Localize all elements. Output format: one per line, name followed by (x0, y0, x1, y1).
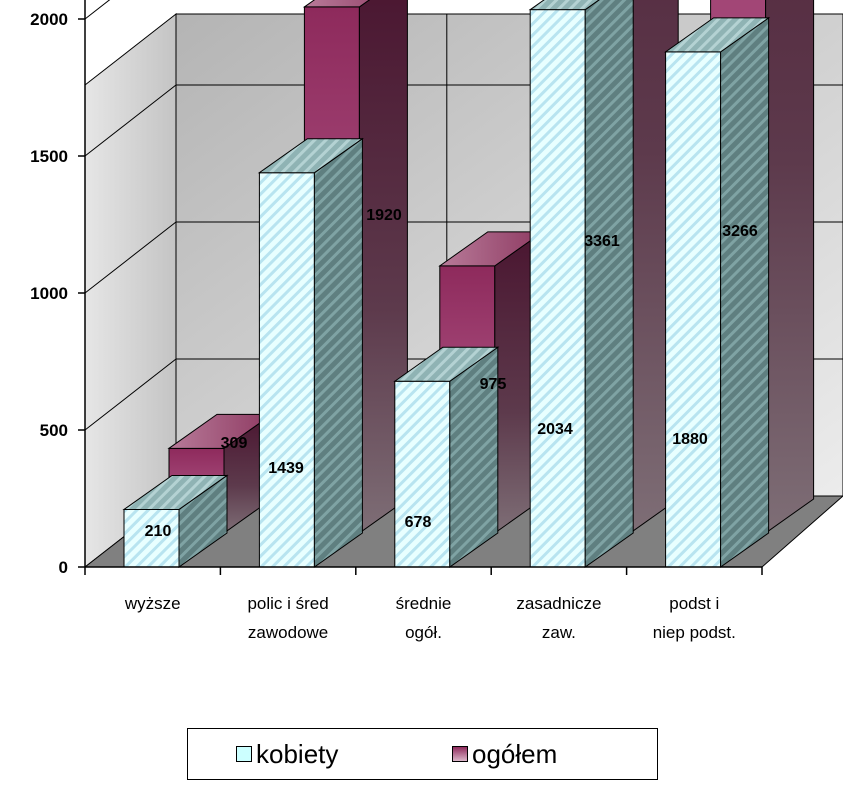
bar-kobiety-side (313, 137, 363, 568)
data-labels: 210 1439 678 2034 1880 309 1920 975 3361 3266 (145, 207, 758, 540)
data-label-ogolem: 3361 (584, 233, 620, 250)
data-label-kobiety: 2034 (537, 421, 573, 438)
x-tick-label: ogół. (405, 623, 442, 642)
x-tick-label: niep podst. (653, 623, 736, 642)
gridline (84, 221, 177, 294)
legend: kobiety ogółem (187, 728, 658, 780)
bar-kobiety (122, 474, 229, 568)
legend-label-kobiety: kobiety (256, 739, 339, 769)
bar-kobiety-top (122, 474, 229, 510)
bar-kobiety-front (529, 9, 586, 568)
y-tick-labels: 0500100015002000250030003500 (30, 10, 68, 577)
gridline (84, 84, 177, 157)
legend-swatch-ogolem (452, 746, 468, 762)
legend-item-kobiety: kobiety (236, 740, 338, 768)
y-tick-label: 500 (40, 421, 68, 440)
data-label-kobiety: 1439 (268, 460, 304, 477)
bar-kobiety-front (394, 380, 451, 568)
x-tick-label: wyższe (124, 594, 181, 613)
y-tick-label: 2000 (30, 10, 68, 29)
data-label-kobiety: 210 (145, 523, 172, 540)
bar-kobiety-top (257, 138, 364, 174)
bar-kobiety-top (664, 17, 771, 53)
axis (78, 0, 763, 575)
bar-kobiety-front (665, 51, 722, 568)
bar-kobiety-top (528, 0, 600, 11)
bars (122, 0, 815, 568)
data-label-ogolem: 309 (221, 435, 248, 452)
y-tick-label: 1500 (30, 147, 68, 166)
x-tick-label: zaw. (542, 623, 576, 642)
bar-kobiety (528, 0, 634, 568)
category-labels: wyższe polic i śred zawodowe średnie ogół. za… (124, 594, 736, 642)
bar-kobiety (664, 16, 771, 568)
y-tick-label: 1000 (30, 284, 68, 303)
bar-ogolem-side (765, 0, 815, 534)
data-label-ogolem: 975 (480, 376, 507, 393)
bar-kobiety (257, 137, 364, 568)
x-tick-label: podst i (669, 594, 719, 613)
bar-kobiety (393, 346, 500, 568)
x-tick-label: zasadnicze (516, 594, 601, 613)
bar-kobiety-front (258, 172, 315, 568)
legend-item-ogolem: ogółem (452, 740, 557, 768)
legend-label-ogolem: ogółem (472, 739, 558, 769)
bar-kobiety-side (720, 16, 770, 568)
data-label-ogolem: 3266 (722, 223, 758, 240)
data-label-ogolem: 1920 (366, 207, 402, 224)
bar-kobiety-side (584, 0, 634, 568)
data-label-kobiety: 1880 (672, 431, 708, 448)
x-tick-label: średnie (396, 594, 452, 613)
legend-swatch-kobiety (236, 746, 252, 762)
x-tick-label: polic i śred (247, 594, 328, 613)
bar-ogolem-top (302, 0, 371, 8)
x-tick-label: zawodowe (248, 623, 328, 642)
gridline (84, 358, 177, 431)
data-label-kobiety: 678 (405, 514, 432, 531)
gridline (84, 0, 111, 20)
bar-kobiety-top (393, 346, 500, 382)
y-tick-label: 0 (59, 558, 68, 577)
